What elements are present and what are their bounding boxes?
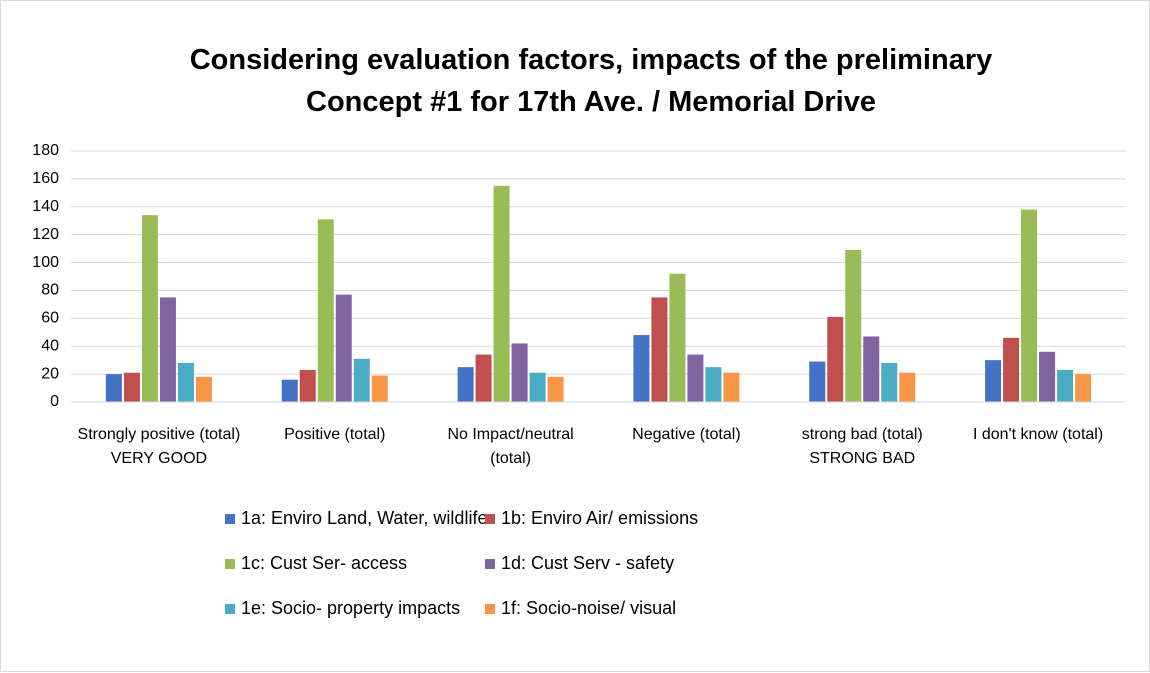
legend-swatch [485, 514, 495, 524]
bar [177, 362, 194, 402]
y-tick-label: 160 [32, 170, 59, 187]
bar [511, 343, 528, 402]
bar [1057, 369, 1074, 402]
bar [669, 273, 686, 402]
y-tick-label: 180 [32, 142, 59, 159]
legend-item: 1e: Socio- property impacts [225, 598, 460, 619]
bar [705, 367, 722, 402]
legend-item: 1b: Enviro Air/ emissions [485, 508, 698, 529]
bar [809, 361, 826, 402]
x-tick-label: No Impact/neutral (total) [447, 426, 574, 467]
legend-item: 1f: Socio-noise/ visual [485, 598, 676, 619]
bar [687, 354, 704, 402]
y-tick-label: 0 [50, 393, 59, 410]
legend-item: 1a: Enviro Land, Water, wildlife [225, 508, 487, 529]
bar [105, 374, 122, 402]
bar [159, 297, 176, 402]
legend-swatch [485, 559, 495, 569]
x-tick-label: strong bad (total) STRONG BAD [801, 426, 923, 467]
bar [845, 250, 862, 402]
bar [899, 372, 916, 402]
bar [881, 362, 898, 402]
legend-label: 1a: Enviro Land, Water, wildlife [241, 508, 488, 528]
y-tick-label: 40 [41, 337, 59, 354]
y-tick-label: 20 [41, 365, 59, 382]
bar [317, 219, 334, 402]
bar [723, 372, 740, 402]
bar [353, 358, 370, 402]
legend-label: 1e: Socio- property impacts [241, 598, 461, 618]
legend-item: 1d: Cust Serv - safety [485, 553, 674, 574]
legend-label: 1f: Socio-noise/ visual [501, 598, 677, 618]
y-tick-label: 60 [41, 310, 59, 327]
legend-swatch [225, 604, 235, 614]
bar [985, 360, 1002, 402]
legend-label: 1b: Enviro Air/ emissions [501, 508, 699, 528]
bar [529, 372, 546, 402]
legend-label: 1c: Cust Ser- access [241, 553, 408, 573]
bar [475, 354, 492, 402]
bar [1039, 351, 1056, 402]
bar [1003, 337, 1020, 402]
bar [827, 316, 844, 402]
bar [281, 379, 298, 402]
legend-swatch [225, 559, 235, 569]
bar [371, 375, 388, 402]
bar [123, 372, 140, 402]
bar [1021, 209, 1038, 402]
y-tick-label: 120 [32, 226, 59, 243]
bar [547, 376, 564, 402]
x-tick-label: Strongly positive (total) VERY GOOD [77, 426, 241, 467]
bar [457, 367, 474, 402]
bar [863, 336, 880, 402]
y-tick-label: 100 [32, 254, 59, 271]
bar [299, 369, 316, 402]
bar [195, 376, 212, 402]
legend-item: 1c: Cust Ser- access [225, 553, 407, 574]
y-tick-label: 140 [32, 198, 59, 215]
legend-swatch [225, 514, 235, 524]
bar [141, 215, 158, 402]
bar [633, 335, 650, 402]
y-tick-label: 80 [41, 282, 59, 299]
bar [335, 294, 352, 402]
x-tick-label: I don't know (total) [972, 426, 1104, 443]
legend-label: 1d: Cust Serv - safety [501, 553, 675, 573]
legend-swatch [485, 604, 495, 614]
x-tick-label: Negative (total) [632, 426, 741, 443]
chart-title: Considering evaluation factors, impacts … [189, 44, 993, 118]
x-tick-label: Positive (total) [284, 426, 386, 443]
bar [651, 297, 668, 402]
bar [493, 185, 510, 402]
bar [1075, 374, 1092, 402]
